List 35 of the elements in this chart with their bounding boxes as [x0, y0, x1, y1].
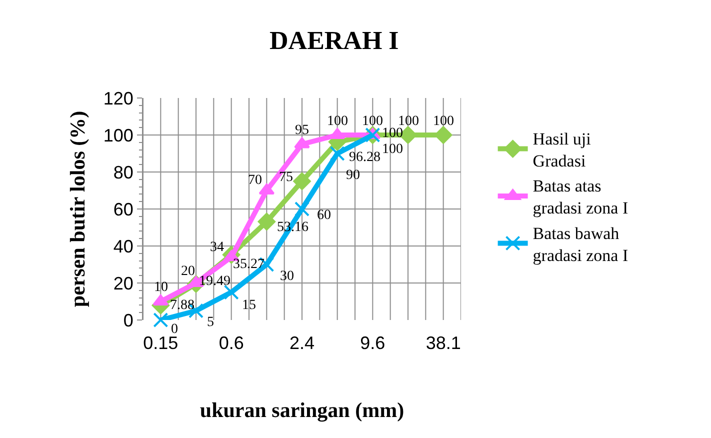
data-label: 30 — [280, 269, 294, 284]
data-label: 100 — [327, 114, 348, 129]
y-tick-label: 100 — [103, 125, 134, 146]
data-label: 95 — [295, 123, 309, 138]
x-tick-label: 0.6 — [218, 333, 244, 353]
data-label: 34 — [210, 240, 224, 255]
x-tick-label: 2.4 — [289, 333, 315, 353]
data-label: 75 — [279, 170, 293, 185]
data-label: 60 — [317, 208, 331, 223]
data-label: 90 — [346, 168, 360, 183]
data-label: 100 — [382, 142, 403, 157]
y-tick-label: 20 — [113, 273, 134, 294]
data-label: 100 — [398, 114, 419, 129]
y-tick-label: 120 — [103, 88, 134, 108]
data-label: 100 — [362, 114, 383, 129]
data-label: 5 — [207, 315, 214, 330]
data-label: 10 — [154, 280, 168, 295]
x-tick-label: 38.1 — [426, 333, 461, 353]
data-label: 96.28 — [349, 150, 380, 165]
x-axis-title: ukuran saringan (mm) — [200, 398, 404, 422]
legend-label: Hasil uji Gradasi — [532, 129, 592, 170]
data-label: 15 — [242, 298, 256, 313]
y-axis-title: persen butir lolos (%) — [66, 110, 90, 308]
data-label: 70 — [248, 173, 262, 188]
data-label: 100 — [433, 114, 454, 129]
legend-label: Batas atas gradasi zona I — [532, 176, 628, 218]
y-tick-label: 0 — [123, 310, 134, 330]
y-tick-label: 60 — [113, 199, 134, 220]
data-label: 20 — [181, 264, 195, 279]
y-tick-label: 80 — [113, 162, 134, 182]
legend-label: Batas bawah gradasi zona I — [532, 224, 628, 265]
chart-title: DAERAH I — [270, 26, 399, 55]
y-tick-label: 40 — [113, 236, 134, 256]
x-tick-label: 9.6 — [360, 333, 386, 353]
data-label: 7.88 — [170, 298, 194, 313]
